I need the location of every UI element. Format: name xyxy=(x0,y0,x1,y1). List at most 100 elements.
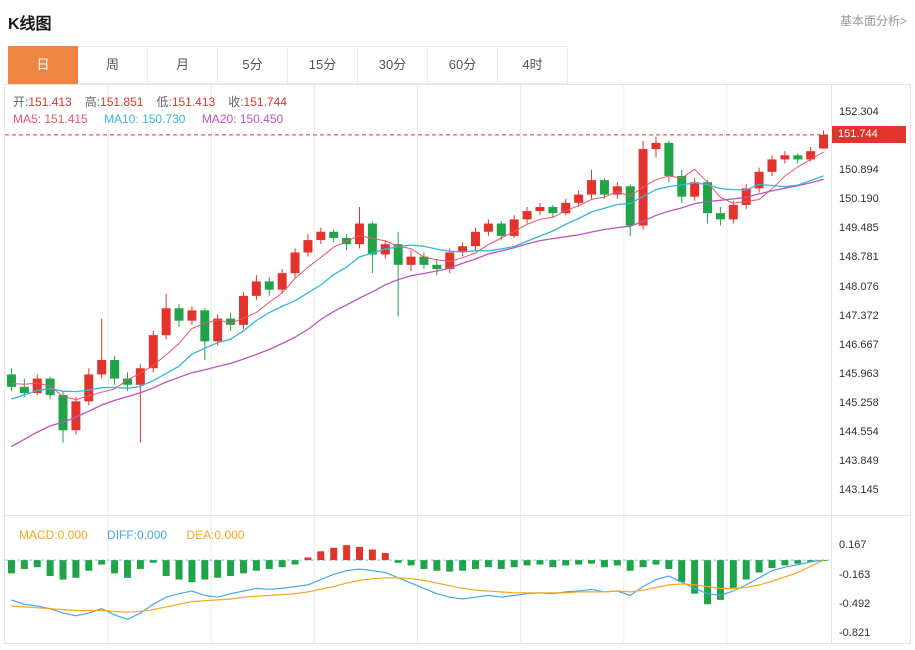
candle xyxy=(367,221,377,274)
tab-month[interactable]: 月 xyxy=(148,46,218,84)
candle xyxy=(135,364,145,443)
macd-bar xyxy=(484,560,492,568)
macd-bar xyxy=(407,560,415,566)
tab-30min[interactable]: 30分 xyxy=(358,46,428,84)
candle xyxy=(97,318,107,379)
macd-bar xyxy=(278,560,286,568)
macd-bar xyxy=(239,560,247,574)
ma10-legend: MA10: 150.730 xyxy=(104,112,186,126)
macd-bar xyxy=(446,560,454,572)
macd-bar xyxy=(523,560,531,566)
candle xyxy=(406,250,416,272)
candle xyxy=(110,355,120,385)
candle xyxy=(200,308,210,360)
candle xyxy=(161,293,171,340)
macd-bar xyxy=(394,560,402,563)
candle xyxy=(535,202,545,216)
tab-15min[interactable]: 15分 xyxy=(288,46,358,84)
axis-tick-label: 152.304 xyxy=(839,105,879,118)
macd-bar xyxy=(510,560,518,568)
macd-bar xyxy=(497,560,505,569)
tab-week[interactable]: 周 xyxy=(78,46,148,84)
macd-bar xyxy=(459,560,467,571)
close-value: 151.744 xyxy=(243,95,287,109)
tab-day[interactable]: 日 xyxy=(8,46,78,84)
macd-bar xyxy=(600,560,608,568)
macd-bar xyxy=(149,560,157,563)
candle xyxy=(45,376,55,400)
candlestick-canvas[interactable] xyxy=(5,85,830,515)
macd-bar xyxy=(742,560,750,580)
open-label: 开: xyxy=(13,95,29,109)
macd-bar xyxy=(536,560,544,565)
axis-tick-label: 145.258 xyxy=(839,397,879,410)
tab-60min[interactable]: 60分 xyxy=(428,46,498,84)
macd-bar xyxy=(368,549,376,561)
axis-tick-label: 150.894 xyxy=(839,164,879,176)
macd-bar xyxy=(588,560,596,564)
candle xyxy=(651,136,661,158)
axis-tick-label: 0.167 xyxy=(839,539,867,552)
candle xyxy=(587,169,597,199)
ma20-line xyxy=(11,178,824,448)
candle xyxy=(354,206,364,249)
macd-bar xyxy=(162,560,170,577)
macd-bar xyxy=(613,560,621,566)
axis-tick-label: 143.145 xyxy=(839,484,879,497)
candle xyxy=(32,374,42,396)
candle xyxy=(251,275,261,300)
macd-bar xyxy=(768,560,776,569)
current-price-tag: 151.744 xyxy=(832,125,906,143)
macd-bar xyxy=(420,560,428,569)
price-axis: 151.744 152.304 150.894 150.190 149.485 148.… xyxy=(831,85,910,515)
candle xyxy=(432,258,442,276)
axis-tick-label: 148.076 xyxy=(839,280,879,293)
candle xyxy=(677,169,687,203)
ma-legend: MA5: 151.415 MA10: 150.730 MA20: 150.450 xyxy=(13,112,296,126)
macd-panel: MACD:0.000 DIFF:0.000 DEA:0.000 0.167 -0.… xyxy=(5,515,910,644)
macd-bar xyxy=(46,560,54,577)
diff-line xyxy=(11,559,824,620)
candle xyxy=(303,233,313,257)
candle xyxy=(483,219,493,236)
macd-bar xyxy=(704,560,712,605)
tab-5min[interactable]: 5分 xyxy=(218,46,288,84)
macd-bar xyxy=(317,551,325,561)
candle xyxy=(574,190,584,207)
macd-bar xyxy=(626,560,634,571)
tab-4hour[interactable]: 4时 xyxy=(498,46,568,84)
open-value: 151.413 xyxy=(28,95,72,109)
ma5-legend: MA5: 151.415 xyxy=(13,112,88,126)
candle xyxy=(329,229,339,243)
low-value: 151.413 xyxy=(171,95,216,109)
macd-bar xyxy=(433,560,441,571)
candle xyxy=(213,314,223,346)
candle xyxy=(342,233,352,251)
high-value: 151.851 xyxy=(100,95,144,109)
candle xyxy=(767,155,777,176)
macd-legend: MACD:0.000 DIFF:0.000 DEA:0.000 xyxy=(19,528,260,542)
macd-bar xyxy=(562,560,570,566)
axis-tick-label: 145.963 xyxy=(839,367,879,380)
macd-bar xyxy=(665,560,673,569)
macd-bar xyxy=(136,560,144,569)
candle xyxy=(754,167,764,193)
fundamental-analysis-link[interactable]: 基本面分析> xyxy=(839,14,907,28)
macd-bar xyxy=(639,560,647,568)
macd-bar xyxy=(381,553,389,561)
candle xyxy=(599,178,609,199)
macd-bar xyxy=(355,546,363,561)
macd-canvas[interactable] xyxy=(5,516,830,644)
close-label: 收: xyxy=(228,95,244,109)
macd-axis: 0.167 -0.163 -0.492 -0.821 xyxy=(831,516,910,643)
candle xyxy=(690,178,700,201)
candle xyxy=(264,277,274,296)
axis-tick-label: -0.163 xyxy=(839,568,871,581)
macd-bar xyxy=(201,560,209,580)
macd-bar xyxy=(85,560,93,571)
macd-bar xyxy=(265,560,273,569)
candle xyxy=(174,304,184,327)
axis-tick-label: 148.781 xyxy=(839,251,879,264)
candle xyxy=(238,291,248,329)
candle xyxy=(715,206,725,226)
